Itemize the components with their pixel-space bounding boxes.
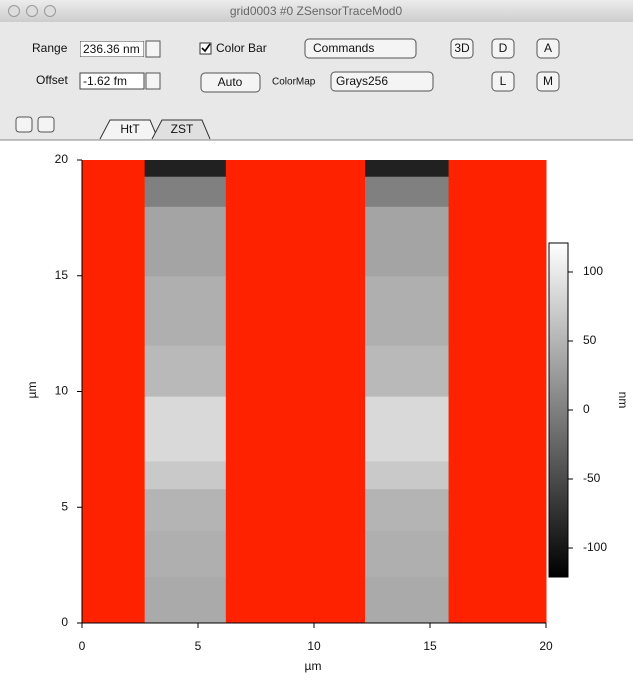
heatmap-cell xyxy=(145,345,227,396)
heatmap-cell xyxy=(145,276,227,346)
x-tick-label: 10 xyxy=(307,639,321,653)
y-tick-label: 10 xyxy=(55,384,69,398)
masked-cell xyxy=(82,206,145,276)
colorbar-tick-label: 0 xyxy=(583,402,590,416)
heatmap-cell xyxy=(365,489,449,531)
masked-cell xyxy=(82,276,145,346)
toolbar-button-label: A xyxy=(544,41,552,55)
range-field-clip: 236.36 nm xyxy=(80,41,144,57)
range-label: Range xyxy=(32,41,68,55)
heatmap-cell xyxy=(365,461,449,489)
heatmap-cell xyxy=(365,396,449,461)
x-axis-label: µm xyxy=(305,659,322,673)
toolbar-button-label: L xyxy=(500,74,507,88)
masked-cell xyxy=(226,276,366,346)
heatmap-cell xyxy=(145,530,227,577)
heatmap-cell xyxy=(365,160,449,177)
heatmap-cell xyxy=(365,276,449,346)
y-tick-label: 15 xyxy=(55,268,69,282)
masked-cell xyxy=(82,160,145,177)
masked-cell xyxy=(226,530,366,577)
colorbar-tick-label: -50 xyxy=(583,471,601,485)
auto-label: Auto xyxy=(218,75,243,89)
masked-cell xyxy=(449,176,547,207)
minimize-button[interactable] xyxy=(27,6,38,17)
masked-cell xyxy=(449,160,547,177)
masked-cell xyxy=(82,176,145,207)
heatmap-cell xyxy=(365,176,449,207)
heatmap-cell xyxy=(145,160,227,177)
heatmap-cell xyxy=(365,530,449,577)
plot: 0 5 10 15 20 0 5 10 15 20 100 50 0 -50 -100 xyxy=(55,152,608,653)
colorbar xyxy=(549,243,568,577)
masked-cell xyxy=(226,396,366,461)
range-stepper[interactable] xyxy=(146,41,160,57)
colorbar-tick-label: 100 xyxy=(583,264,603,278)
masked-cell xyxy=(449,461,547,489)
offset-label: Offset xyxy=(36,73,68,87)
masked-cell xyxy=(226,461,366,489)
masked-cell xyxy=(82,489,145,531)
masked-cell xyxy=(449,396,547,461)
y-axis-label: µm xyxy=(25,382,39,399)
toolbar-button-label: 3D xyxy=(454,41,470,55)
masked-cell xyxy=(226,206,366,276)
y-tick-label: 5 xyxy=(61,499,68,513)
heatmap-cell xyxy=(365,206,449,276)
masked-cell xyxy=(449,530,547,577)
heatmap-cell xyxy=(145,461,227,489)
colormap-value: Grays256 xyxy=(336,74,388,88)
masked-cell xyxy=(449,489,547,531)
heatmap-cell xyxy=(365,345,449,396)
heatmap-cell xyxy=(145,176,227,207)
x-tick-label: 5 xyxy=(195,639,202,653)
masked-cell xyxy=(226,160,366,177)
masked-cell xyxy=(449,577,547,624)
masked-cell xyxy=(449,206,547,276)
masked-cell xyxy=(226,345,366,396)
close-button[interactable] xyxy=(9,6,20,17)
masked-cell xyxy=(82,577,145,624)
toolbar-button-label: D xyxy=(499,41,508,55)
commands-label: Commands xyxy=(313,41,374,55)
colorbar-axis-label: nm xyxy=(616,392,630,409)
range-value: 236.36 nm xyxy=(83,42,140,56)
toolbar-button-label: M xyxy=(543,74,553,88)
masked-cell xyxy=(449,276,547,346)
heatmap-cell xyxy=(365,577,449,624)
masked-cell xyxy=(82,461,145,489)
offset-stepper[interactable] xyxy=(146,73,160,89)
masked-cell xyxy=(226,577,366,624)
prev-button[interactable] xyxy=(16,117,32,132)
x-tick-label: 15 xyxy=(423,639,437,653)
masked-cell xyxy=(82,396,145,461)
x-tick-label: 20 xyxy=(539,639,553,653)
masked-cell xyxy=(82,530,145,577)
zoom-button[interactable] xyxy=(45,6,56,17)
heatmap-cell xyxy=(145,577,227,624)
page: {"window": {"title": "grid0003 #0 ZSenso… xyxy=(0,0,633,677)
y-tick-label: 0 xyxy=(61,615,68,629)
offset-value: -1.62 fm xyxy=(83,74,127,88)
masked-cell xyxy=(82,345,145,396)
next-button[interactable] xyxy=(38,117,54,132)
tab-label: ZST xyxy=(171,122,194,136)
colorbar-label: Color Bar xyxy=(216,41,267,55)
heatmap-cell xyxy=(145,396,227,461)
heatmap-cell xyxy=(145,489,227,531)
tab-label: HtT xyxy=(120,122,140,136)
colorbar-tick-label: -100 xyxy=(583,540,607,554)
masked-cell xyxy=(226,489,366,531)
colormap-label: ColorMap xyxy=(272,77,316,88)
colorbar-tick-label: 50 xyxy=(583,333,597,347)
masked-cell xyxy=(226,176,366,207)
y-tick-label: 20 xyxy=(55,152,69,166)
masked-cell xyxy=(449,345,547,396)
x-tick-label: 0 xyxy=(79,639,86,653)
window: grid0003 #0 ZSensorTraceMod0 Range 236.3… xyxy=(0,0,633,677)
heatmap-cell xyxy=(145,206,227,276)
window-title: grid0003 #0 ZSensorTraceMod0 xyxy=(230,4,403,18)
